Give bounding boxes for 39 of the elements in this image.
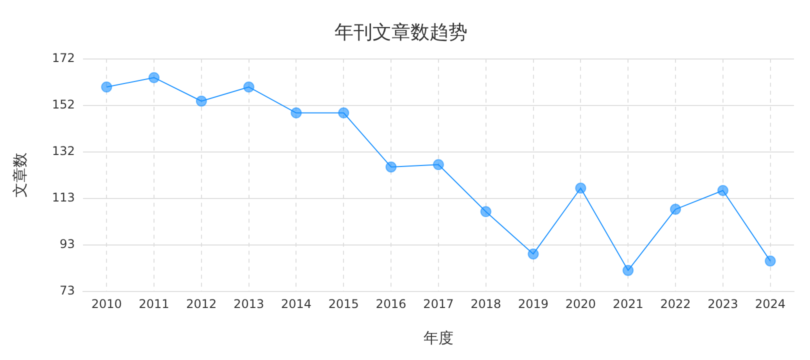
x-tick-label: 2013 <box>234 296 264 311</box>
x-tick-label: 2023 <box>708 296 738 311</box>
x-tick-label: 2011 <box>138 296 170 311</box>
x-tick-label: 2021 <box>612 296 644 311</box>
point <box>717 184 728 196</box>
point <box>670 204 681 215</box>
x-tick-label: 2024 <box>755 296 786 311</box>
y-axis-title: 文章数 <box>10 152 29 198</box>
x-tick-label: 2022 <box>660 296 691 311</box>
point <box>196 96 207 107</box>
x-tick-label: 2010 <box>91 296 122 311</box>
y-tick-label: 113 <box>52 190 75 205</box>
y-tick-label: 73 <box>60 284 75 298</box>
point <box>480 206 492 218</box>
point <box>764 256 776 267</box>
point <box>622 264 634 276</box>
point <box>290 107 302 118</box>
x-axis-title: 年度 <box>423 328 454 347</box>
x-tick-label: 2018 <box>470 296 502 311</box>
x-tick-label: 2019 <box>518 296 549 311</box>
y-tick-label: 152 <box>52 97 75 112</box>
x-tick-label: 2017 <box>423 296 454 311</box>
y-tick-label: 132 <box>52 144 75 158</box>
point <box>432 159 444 170</box>
x-tick-label: 2015 <box>328 296 359 311</box>
x-tick-label: 2012 <box>186 296 217 311</box>
x-tick-label: 2020 <box>565 296 596 311</box>
point <box>148 72 160 84</box>
point <box>243 82 254 93</box>
x-tick-label: 2014 <box>280 296 312 311</box>
y-tick-label: 172 <box>52 50 75 65</box>
chart-title: 年刊文章数趋势 <box>334 21 468 44</box>
point <box>338 107 350 118</box>
x-tick-label: 2016 <box>376 296 406 311</box>
point <box>528 248 539 260</box>
y-tick-label: 93 <box>60 237 75 252</box>
point <box>386 161 397 172</box>
point <box>101 82 112 93</box>
point <box>575 182 586 194</box>
